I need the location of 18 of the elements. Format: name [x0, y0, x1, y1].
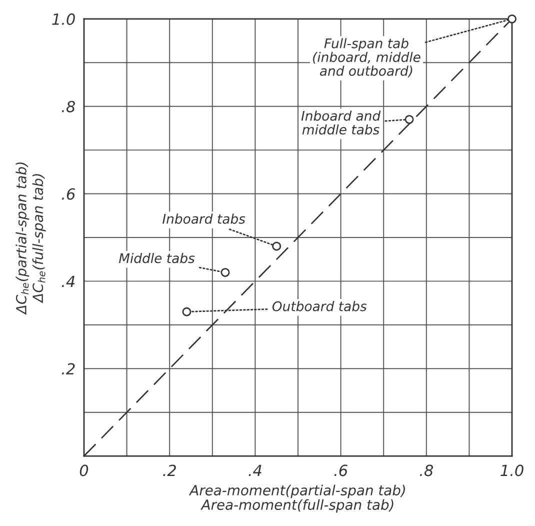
annotation: Outboard tabs: [272, 301, 367, 312]
annotation: Inboard and middle tabs: [301, 110, 381, 135]
annotation: Full-span tab (inboard, middle and outboard): [313, 38, 420, 78]
y-tick-label: .4: [62, 276, 75, 288]
y-tick-label: 1.0: [52, 13, 75, 25]
annotation: Inboard tabs: [162, 214, 246, 224]
x-tick-label: .2: [163, 464, 176, 476]
x-tick-label: .4: [248, 464, 262, 476]
y-tick-label: .6: [62, 188, 75, 200]
x-axis-title: Area-moment(partial-span tab) Area-moment(full-span tab): [188, 484, 405, 513]
x-tick-label: 0: [80, 464, 88, 476]
annotation: Middle tabs: [118, 252, 195, 264]
y-axis-title: ΔC$_{he}$(partial-span tab) ΔC$_{he}$(full-span tab): [16, 162, 46, 315]
y-tick-label: .8: [62, 100, 75, 112]
x-tick-label: .6: [334, 464, 348, 476]
y-tick-label: .2: [62, 363, 75, 374]
x-tick-label: .8: [420, 464, 434, 476]
x-tick-label: 1.0: [500, 464, 524, 476]
